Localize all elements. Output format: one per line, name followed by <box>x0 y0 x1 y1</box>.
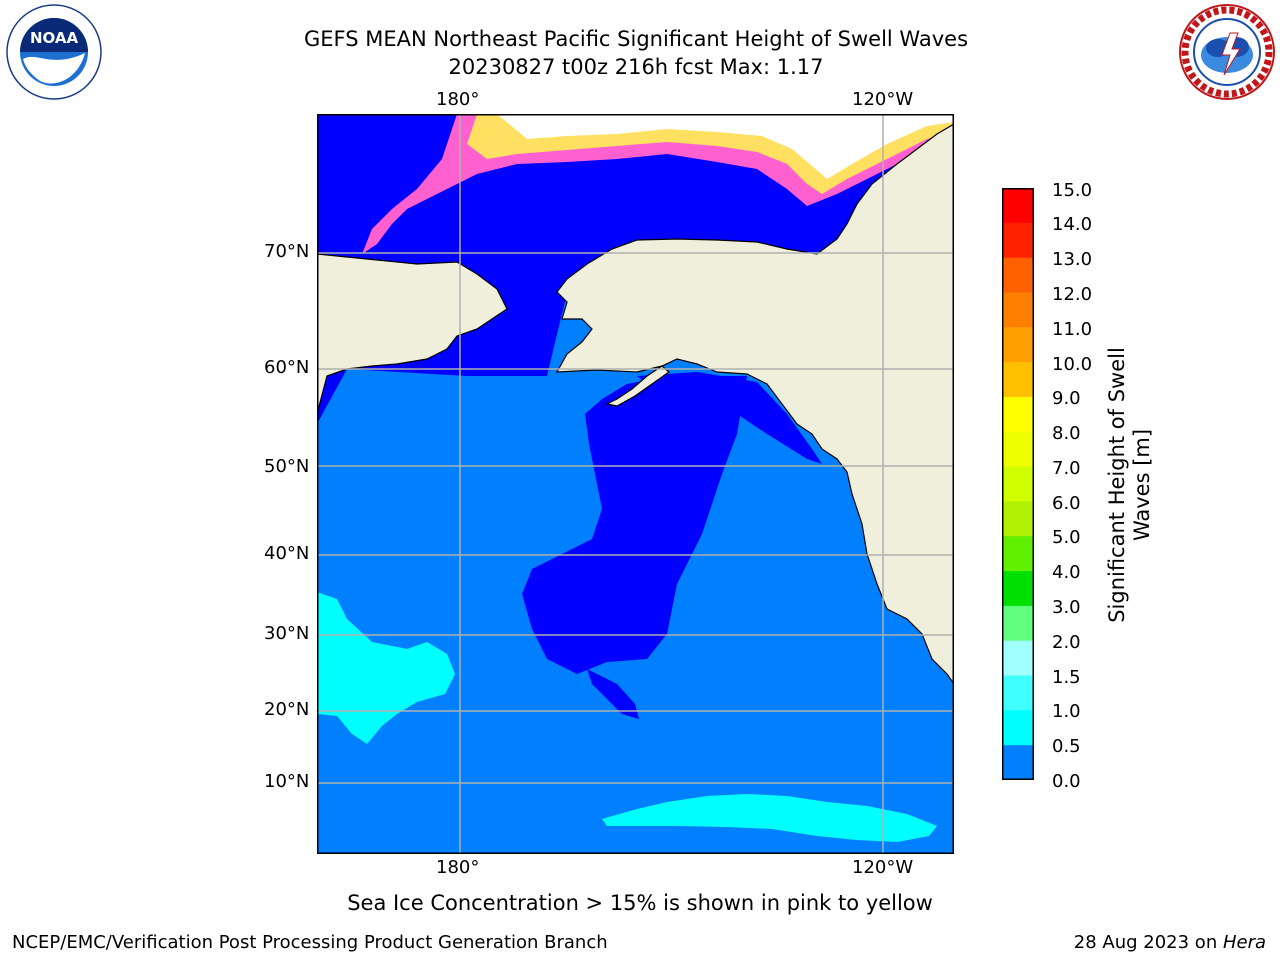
lat-label-10n: 10°N <box>264 771 310 792</box>
colorbar-band <box>1002 710 1034 746</box>
colorbar-band <box>1002 501 1034 537</box>
colorbar-band <box>1002 257 1034 294</box>
colorbar-band <box>1002 396 1034 433</box>
lat-label-60n: 60°N <box>264 357 310 378</box>
colorbar-tick-1-0: 1.0 <box>1052 701 1081 722</box>
colorbar-band <box>1002 745 1034 780</box>
colorbar-tick-11-0: 11.0 <box>1052 319 1093 340</box>
land-alaska-peninsula <box>605 365 670 407</box>
lon-label-bottom-120w: 120°W <box>852 857 914 878</box>
colorbar-band <box>1002 292 1034 328</box>
colorbar-band <box>1002 431 1034 468</box>
colorbar-band <box>1002 640 1034 677</box>
chart-title-line1: GEFS MEAN Northeast Pacific Significant … <box>303 27 969 51</box>
sea-ice-white <box>497 114 954 179</box>
colorbar-band <box>1002 605 1034 642</box>
noaa-logo: NOAA <box>5 3 103 101</box>
colorbar-tick-2-0: 2.0 <box>1052 632 1081 653</box>
footer-machine: Hera <box>1222 932 1266 953</box>
lat-label-40n: 40°N <box>264 543 310 564</box>
colorbar-tick-10-0: 10.0 <box>1052 354 1093 375</box>
lon-label-top-120w: 120°W <box>852 89 914 110</box>
noaa-logo-text: NOAA <box>30 29 79 47</box>
colorbar-tick-3-0: 3.0 <box>1052 597 1081 618</box>
colorbar-tick-7-0: 7.0 <box>1052 458 1081 479</box>
colorbar-tick-0-0: 0.0 <box>1052 771 1081 792</box>
colorbar-tick-8-0: 8.0 <box>1052 423 1081 444</box>
colorbar-tick-6-0: 6.0 <box>1052 493 1081 514</box>
colorbar-frame <box>1002 188 1034 780</box>
map-gridlines <box>317 114 954 854</box>
colorbar-band <box>1002 362 1034 398</box>
lat-label-50n: 50°N <box>264 456 310 477</box>
swell-region-mid-west <box>317 592 455 744</box>
colorbar-tick-13-0: 13.0 <box>1052 249 1093 270</box>
sea-ice-caption: Sea Ice Concentration > 15% is shown in … <box>347 891 933 915</box>
footer-date: 28 Aug 2023 on Hera <box>1074 932 1266 953</box>
colorbar-tick-14-0: 14.0 <box>1052 214 1093 235</box>
colorbar-band <box>1002 222 1034 259</box>
colorbar-tick-9-0: 9.0 <box>1052 388 1081 409</box>
lat-label-20n: 20°N <box>264 699 310 720</box>
colorbar-tick-1-5: 1.5 <box>1052 667 1081 688</box>
footer-branch: NCEP/EMC/Verification Post Processing Pr… <box>12 932 608 953</box>
colorbar-tick-5-0: 5.0 <box>1052 527 1081 548</box>
footer-date-text: 28 Aug 2023 on <box>1073 932 1223 953</box>
swell-height-map <box>317 114 954 854</box>
colorbar-band <box>1002 188 1034 224</box>
colorbar-tick-0-5: 0.5 <box>1052 736 1081 757</box>
chart-title-line2: 20230827 t00z 216h fcst Max: 1.17 <box>448 55 824 79</box>
colorbar-band <box>1002 675 1034 711</box>
colorbar-band <box>1002 466 1034 503</box>
colorbar-tick-12-0: 12.0 <box>1052 284 1093 305</box>
colorbar-label-line1: Significant Height of Swell <box>1105 347 1129 623</box>
lon-label-top-180: 180° <box>436 89 480 110</box>
colorbar-bands <box>1002 188 1034 780</box>
colorbar <box>1002 188 1034 780</box>
colorbar-band <box>1002 536 1034 572</box>
swell-region-low-central <box>522 376 747 674</box>
lat-label-70n: 70°N <box>264 241 310 262</box>
lon-label-bottom-180: 180° <box>436 857 480 878</box>
colorbar-band <box>1002 327 1034 363</box>
swell-region-mid-south <box>602 794 937 842</box>
colorbar-tick-15-0: 15.0 <box>1052 180 1093 201</box>
colorbar-tick-4-0: 4.0 <box>1052 562 1081 583</box>
colorbar-band <box>1002 571 1034 607</box>
colorbar-label-line2: Waves [m] <box>1130 428 1154 542</box>
map-frame <box>317 114 954 854</box>
lat-label-30n: 30°N <box>264 623 310 644</box>
nws-logo <box>1178 3 1276 101</box>
swell-region-low-hawaii <box>587 669 639 719</box>
